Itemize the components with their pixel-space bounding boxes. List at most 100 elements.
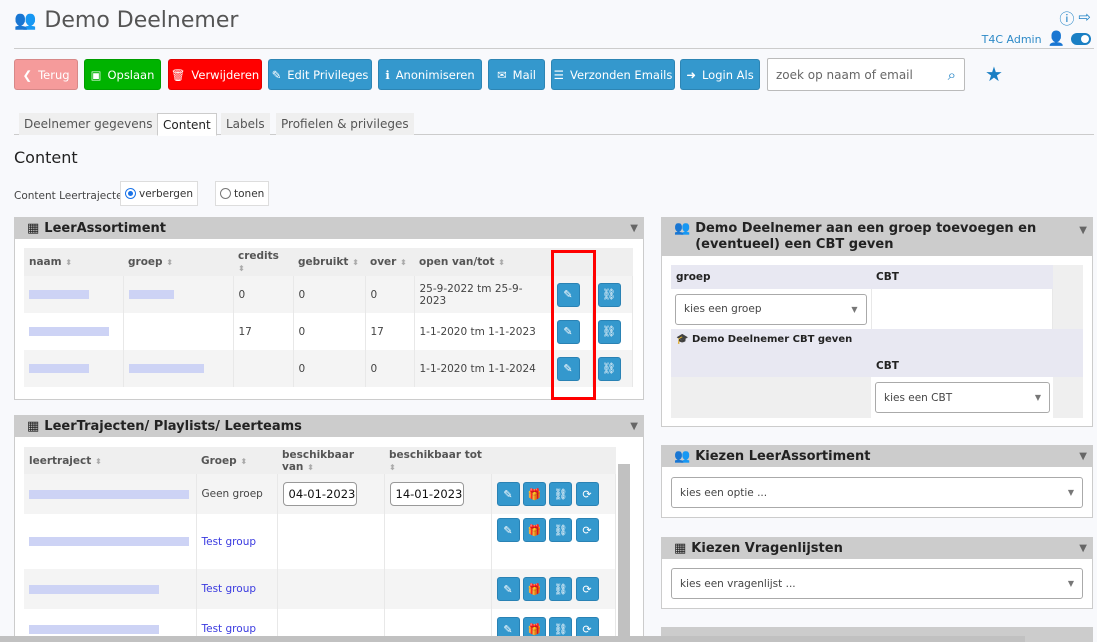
group-link[interactable]: Test group xyxy=(196,514,278,569)
theme-toggle[interactable] xyxy=(1071,33,1091,45)
redacted-name[interactable] xyxy=(29,364,89,373)
info-icon[interactable]: ⓘ xyxy=(1059,10,1075,28)
col-over[interactable]: over ⬍ xyxy=(365,248,414,276)
panel-header[interactable]: ▦ Kiezen Vragenlijsten ▼ xyxy=(662,538,1092,559)
refresh-button[interactable]: ⟳ xyxy=(575,577,599,601)
refresh-button[interactable]: ⟳ xyxy=(575,518,599,542)
redacted-name[interactable] xyxy=(29,624,159,634)
redacted-name[interactable] xyxy=(29,489,189,499)
unlink-button[interactable]: ⛓ xyxy=(597,282,621,307)
gift-button[interactable]: 🎁 xyxy=(522,482,546,506)
table-row: 0 0 0 25-9-2022 tm 25-9-2023 ✎ ⛓ xyxy=(24,276,633,313)
cbt-subheader: 🎓 Demo Deelnemer CBT geven xyxy=(671,329,1083,353)
unlink-button[interactable]: ⛓ xyxy=(597,319,621,344)
edit-button[interactable]: ✎ xyxy=(556,356,580,381)
list-icon: ☰ xyxy=(553,67,564,82)
trash-icon: 🗑 xyxy=(170,67,186,82)
edit-button[interactable]: ✎ xyxy=(556,282,580,307)
edit-button[interactable]: ✎ xyxy=(496,518,520,542)
date-from-input[interactable]: 04-01-2023 xyxy=(282,482,357,506)
redacted-name[interactable] xyxy=(29,584,159,594)
gift-button[interactable]: 🎁 xyxy=(522,518,546,542)
col-credits[interactable]: credits ⬍ xyxy=(233,248,293,276)
group-form: groep CBT kies een groep ▼ 🎓 Demo Deelneme… xyxy=(671,265,1083,418)
users-icon: 👥 xyxy=(14,10,37,31)
tab-bar: Deelnemer gegevens Content Labels Profie… xyxy=(14,113,1094,136)
anonymize-button[interactable]: ℹ Anonimiseren xyxy=(378,59,482,90)
search-input[interactable]: zoek op naam of email ⌕ xyxy=(767,58,965,91)
group-link[interactable]: Test group xyxy=(196,609,278,636)
highlight-box xyxy=(551,250,596,400)
panel-header[interactable]: ▦ LeerTrajecten/ Playlists/ Leerteams ▼ xyxy=(15,416,643,437)
collapse-caret-icon[interactable]: ▼ xyxy=(630,421,638,432)
login-as-button[interactable]: ➜ Login Als xyxy=(680,59,760,90)
group-select[interactable]: kies een groep ▼ xyxy=(675,293,867,325)
col-groep[interactable]: Groep ⬍ xyxy=(196,447,277,474)
user-icon[interactable]: 👤 xyxy=(1047,31,1065,47)
radio-checked-icon xyxy=(125,188,136,199)
redacted-group[interactable] xyxy=(128,290,174,299)
col-leertraject[interactable]: leertraject ⬍ xyxy=(24,447,196,474)
edit-button[interactable]: ✎ xyxy=(496,577,520,601)
col-gebruikt[interactable]: gebruikt ⬍ xyxy=(293,248,365,276)
edit-icon: ✎ xyxy=(271,67,282,82)
unlink-button[interactable]: ⛓ xyxy=(549,518,573,542)
panel-header[interactable]: 👥 Kiezen LeerAssortiment ▼ xyxy=(662,446,1092,467)
collapse-caret-icon[interactable]: ▼ xyxy=(630,223,638,234)
col-van[interactable]: beschikbaar van ⬍ xyxy=(277,447,384,474)
edit-button[interactable]: ✎ xyxy=(556,319,580,344)
col-open[interactable]: open van/tot ⬍ xyxy=(414,248,551,276)
collapse-caret-icon[interactable]: ▼ xyxy=(1079,543,1087,554)
unlink-button[interactable]: ⛓ xyxy=(549,577,573,601)
redacted-name[interactable] xyxy=(29,327,109,336)
delete-button[interactable]: 🗑 Verwijderen xyxy=(168,59,262,90)
sent-emails-button[interactable]: ☰ Verzonden Emails xyxy=(551,59,675,90)
group-link[interactable]: Test group xyxy=(196,569,278,609)
star-icon[interactable]: ★ xyxy=(985,62,1003,86)
leerassortiment-select[interactable]: kies een optie ... ▼ xyxy=(671,477,1083,508)
back-button[interactable]: ❮ Terug xyxy=(14,59,78,90)
redacted-group[interactable] xyxy=(128,364,204,373)
vragenlijsten-select[interactable]: kies een vragenlijst ... ▼ xyxy=(671,568,1083,599)
panel-header[interactable]: 👥 Demo Deelnemer aan een groep toevoegen … xyxy=(662,218,1092,256)
search-icon[interactable]: ⌕ xyxy=(947,65,956,84)
tab-labels[interactable]: Labels xyxy=(221,113,270,135)
refresh-button[interactable]: ⟳ xyxy=(575,482,599,506)
leertrajecten-panel: ▦ LeerTrajecten/ Playlists/ Leerteams ▼ le… xyxy=(14,415,644,637)
unlink-button[interactable]: ⛓ xyxy=(549,617,573,636)
page-title: 👥 Demo Deelnemer xyxy=(14,8,239,33)
unlink-button[interactable]: ⛓ xyxy=(549,482,573,506)
save-button[interactable]: ▣ Opslaan xyxy=(84,59,161,90)
horizontal-scrollbar[interactable] xyxy=(0,636,1025,642)
gift-button[interactable]: 🎁 xyxy=(522,617,546,636)
vertical-scrollbar[interactable] xyxy=(618,464,630,636)
redacted-name[interactable] xyxy=(29,537,189,546)
gift-button[interactable]: 🎁 xyxy=(522,577,546,601)
tab-deelnemer-gegevens[interactable]: Deelnemer gegevens xyxy=(19,113,158,135)
col-naam[interactable]: naam ⬍ xyxy=(24,248,123,276)
refresh-button[interactable]: ⟳ xyxy=(575,617,599,636)
col-groep[interactable]: groep ⬍ xyxy=(123,248,233,276)
radio-verbergen[interactable]: verbergen xyxy=(120,181,199,206)
collapse-caret-icon[interactable]: ▼ xyxy=(1079,451,1087,462)
tab-profielen[interactable]: Profielen & privileges xyxy=(276,113,414,135)
cbt-select[interactable]: kies een CBT ▼ xyxy=(875,382,1050,413)
logout-icon[interactable]: ⇨ xyxy=(1078,8,1091,26)
radio-tonen[interactable]: tonen xyxy=(215,181,270,206)
col-tot[interactable]: beschikbaar tot ⬍ xyxy=(384,447,491,474)
radio-label: Content Leertrajecten xyxy=(14,190,130,202)
chevron-left-icon: ❮ xyxy=(22,67,33,82)
edit-button[interactable]: ✎ xyxy=(496,482,520,506)
group-cbt-panel: 👥 Demo Deelnemer aan een groep toevoegen … xyxy=(661,217,1093,427)
date-to-input[interactable]: 14-01-2023 xyxy=(389,482,464,506)
mail-button[interactable]: ✉ Mail xyxy=(488,59,545,90)
tab-content[interactable]: Content xyxy=(157,113,217,136)
table-row: Test group ✎ 🎁 ⛓ ⟳ xyxy=(24,514,616,569)
edit-button[interactable]: ✎ xyxy=(496,617,520,636)
redacted-name[interactable] xyxy=(29,290,89,299)
panel-header[interactable]: ▦ LeerAssortiment ▼ xyxy=(15,218,643,239)
user-name[interactable]: T4C Admin xyxy=(981,32,1042,46)
edit-privileges-button[interactable]: ✎ Edit Privileges xyxy=(268,59,372,90)
unlink-button[interactable]: ⛓ xyxy=(597,356,621,381)
collapse-caret-icon[interactable]: ▼ xyxy=(1079,225,1087,236)
